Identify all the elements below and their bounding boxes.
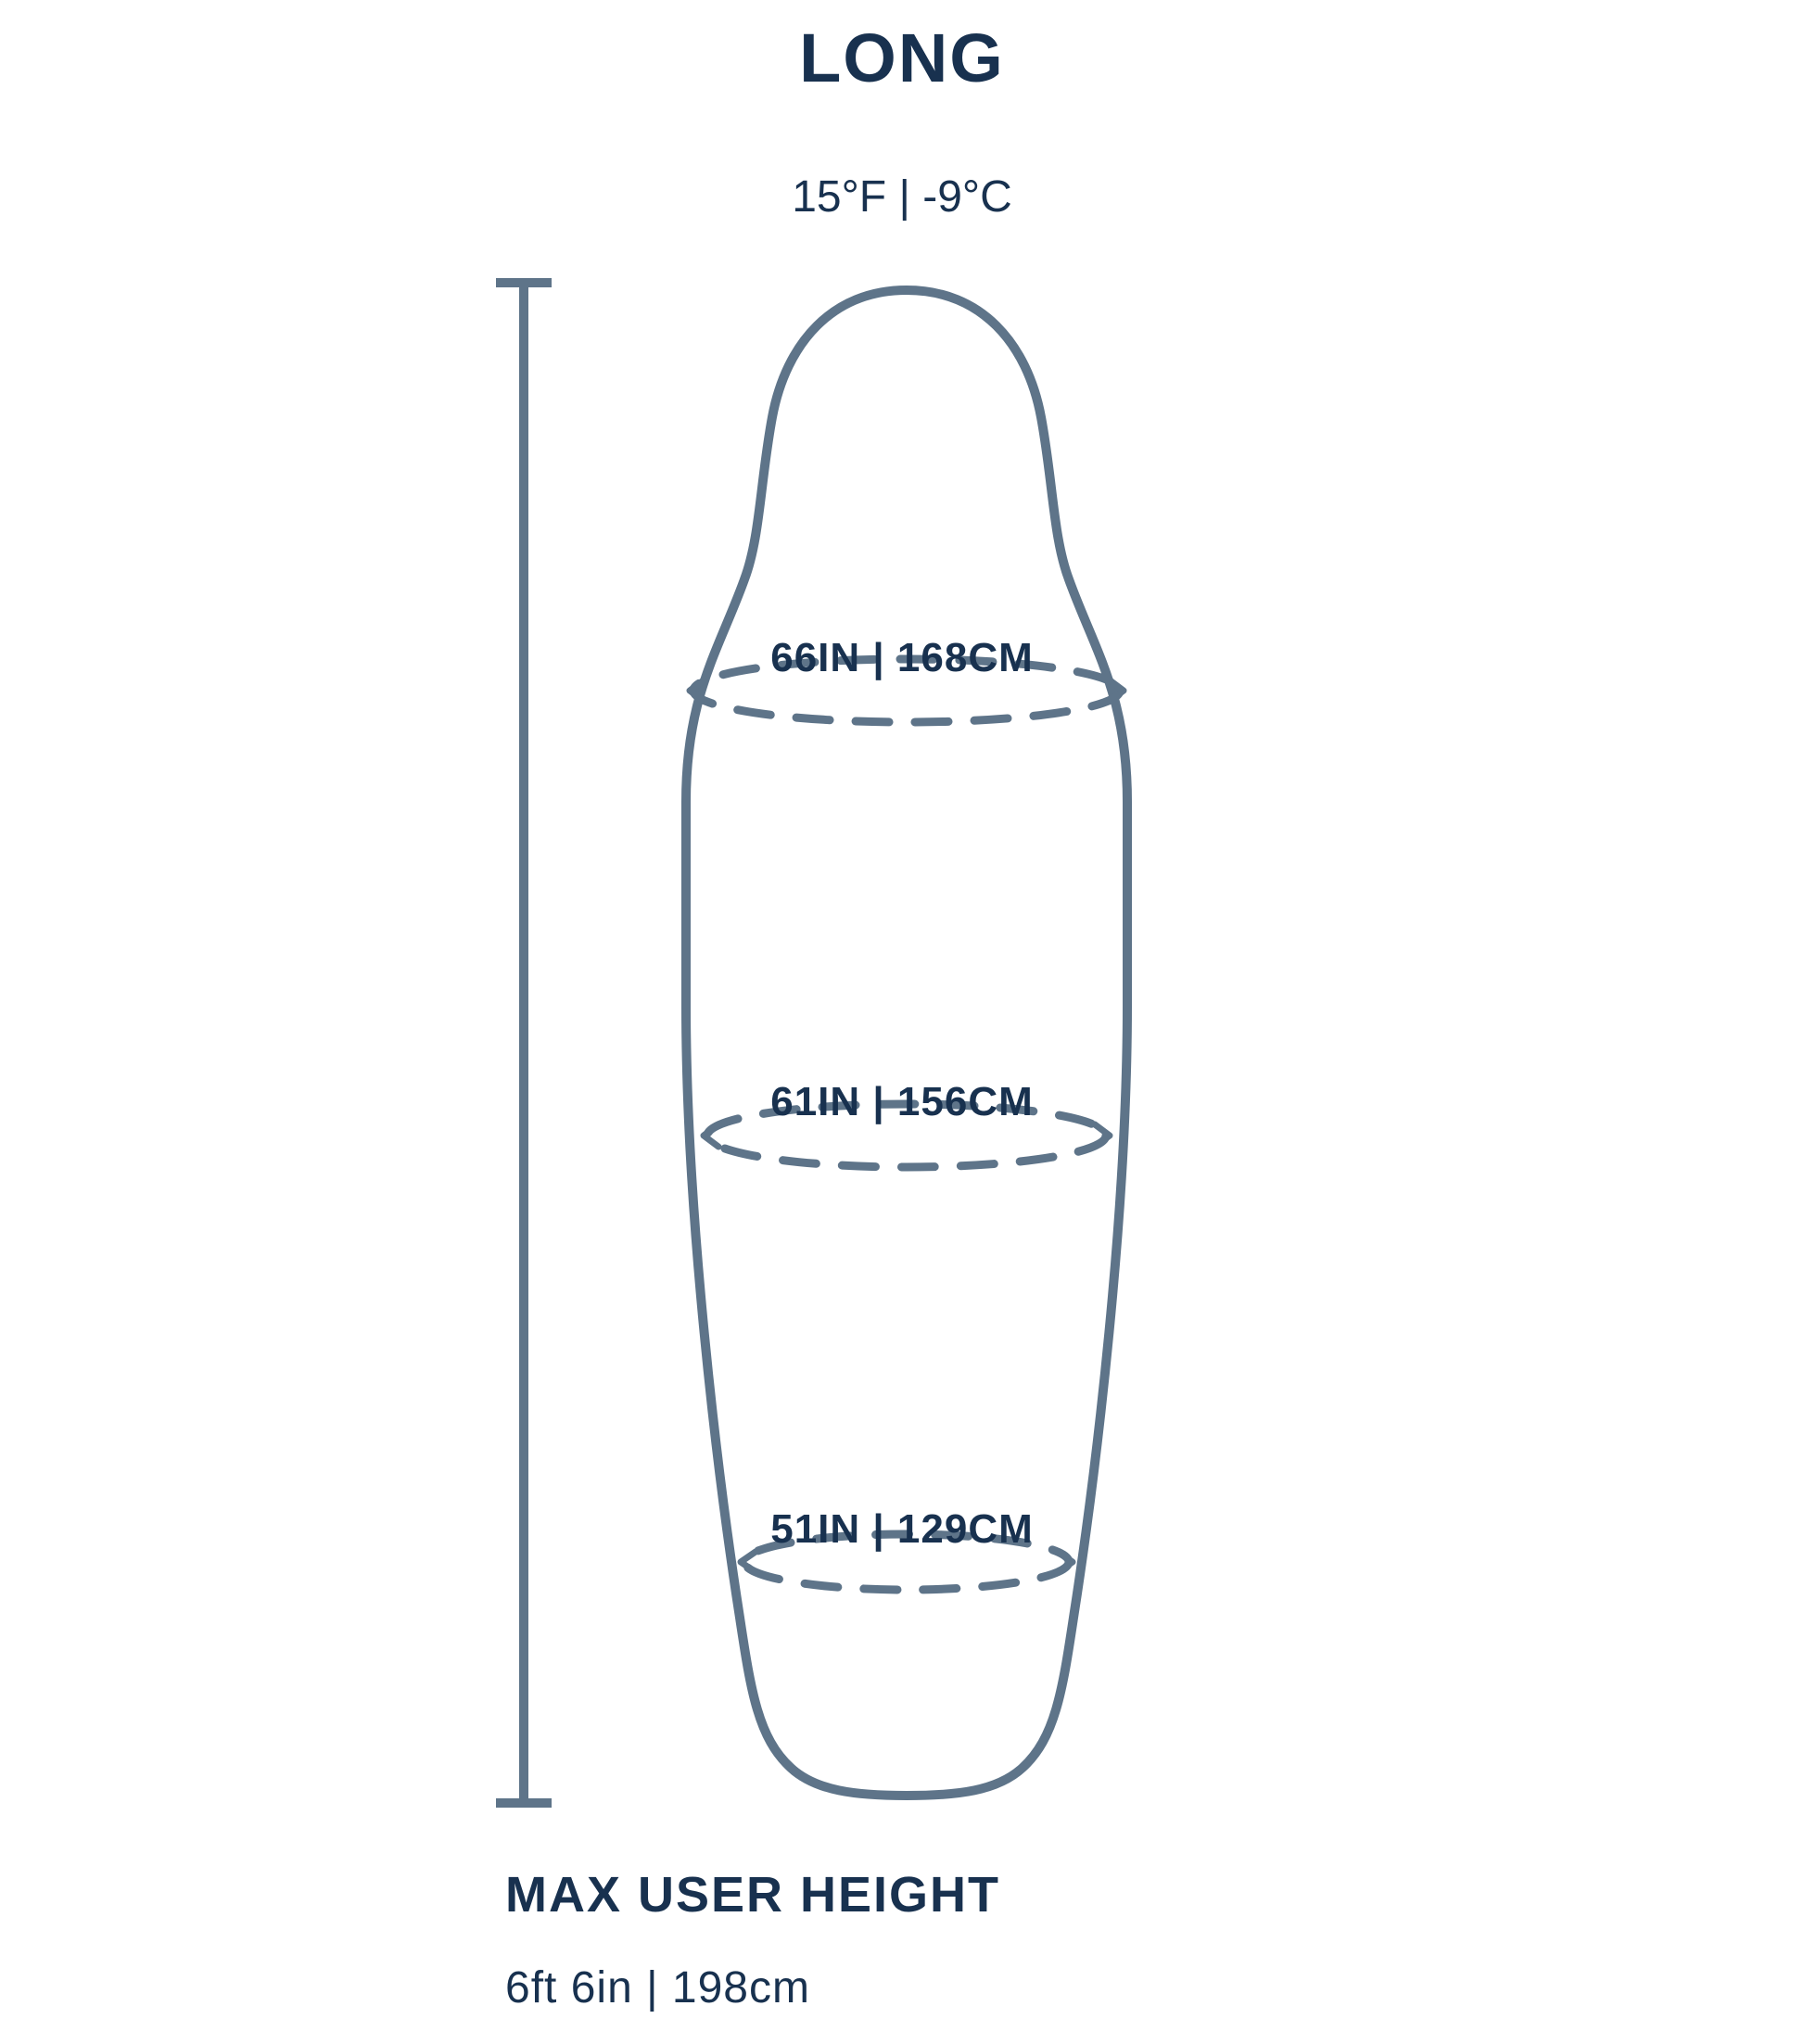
sleeping-bag-size-diagram: { "title": "LONG", "temperature": "15°F … <box>0 0 1804 2044</box>
max-user-height-label: MAX USER HEIGHT <box>505 1866 1000 1923</box>
temperature-rating: 15°F | -9°C <box>0 171 1804 222</box>
sleeping-bag-outline <box>647 283 1166 1803</box>
shoulder-girth-label: 66IN | 168CM <box>0 635 1804 681</box>
foot-arrow-left <box>741 1552 756 1572</box>
hip-girth-label: 61IN | 156CM <box>0 1079 1804 1125</box>
height-indicator-bar <box>487 273 561 1812</box>
foot-girth-label: 51IN | 129CM <box>0 1506 1804 1553</box>
max-user-height-value: 6ft 6in | 198cm <box>505 1962 810 2013</box>
size-title: LONG <box>0 19 1804 97</box>
